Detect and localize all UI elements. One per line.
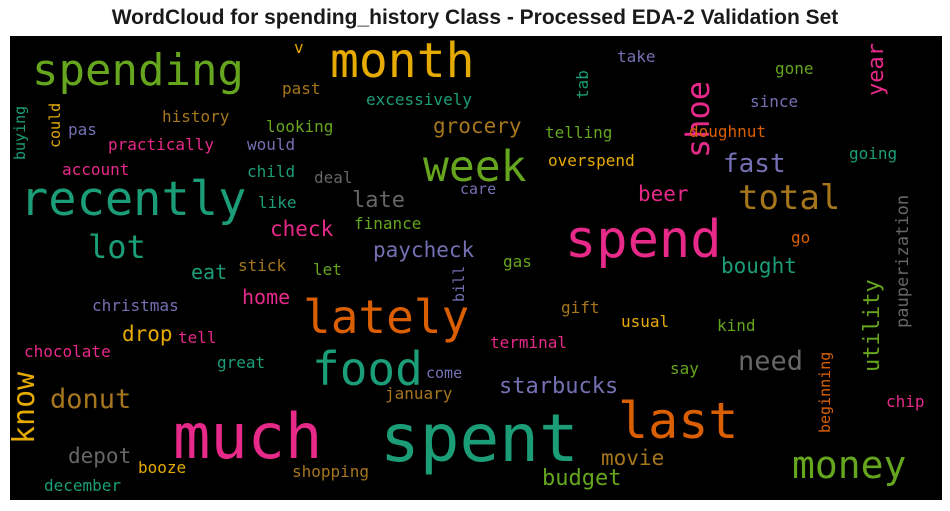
word-month: month [330, 36, 475, 89]
word-telling: telling [545, 123, 613, 142]
word-total: total [738, 178, 841, 218]
word-booze: booze [138, 458, 187, 477]
word-check: check [270, 217, 334, 241]
word-christmas: christmas [92, 296, 179, 315]
word-spending: spending [32, 45, 244, 96]
word-v: v [294, 38, 304, 57]
word-tab: tab [573, 70, 592, 99]
word-bill: bill [450, 265, 468, 302]
word-say: say [670, 359, 699, 378]
word-spend: spend [565, 210, 722, 270]
word-like: like [258, 193, 297, 212]
word-donut: donut [50, 384, 132, 415]
word-since: since [750, 92, 799, 111]
word-shoe: shoe [679, 80, 717, 158]
word-looking: looking [266, 117, 334, 136]
word-beginning: beginning [816, 351, 834, 433]
word-take: take [617, 47, 656, 66]
word-last: last [618, 392, 739, 450]
word-depot: depot [68, 444, 132, 468]
word-could: could [46, 102, 64, 148]
word-much: much [173, 400, 323, 473]
word-week: week [423, 142, 527, 192]
word-lately: lately [303, 290, 470, 344]
word-need: need [738, 346, 804, 377]
word-cloud: much spent spend month spending recently… [10, 36, 942, 500]
word-overspend: overspend [548, 151, 635, 170]
word-gift: gift [561, 298, 600, 317]
word-grocery: grocery [433, 114, 522, 138]
word-paycheck: paycheck [373, 238, 475, 262]
word-money: money [792, 443, 907, 487]
word-year: year [864, 43, 889, 96]
word-excessively: excessively [366, 90, 472, 109]
word-account: account [62, 160, 130, 179]
word-go: go [791, 228, 811, 247]
word-lot: lot [88, 228, 146, 266]
word-recently: recently [20, 172, 247, 227]
word-gas: gas [503, 252, 532, 271]
word-finance: finance [354, 214, 422, 233]
word-food: food [312, 342, 423, 396]
word-late: late [352, 188, 405, 213]
word-eat: eat [191, 260, 228, 284]
word-history: history [162, 107, 230, 126]
word-january: january [385, 384, 453, 403]
word-stick: stick [238, 256, 287, 275]
word-kind: kind [717, 316, 756, 335]
word-come: come [426, 364, 463, 382]
word-drop: drop [122, 322, 173, 346]
word-usual: usual [621, 312, 670, 331]
word-chocolate: chocolate [24, 342, 111, 361]
word-spent: spent [380, 400, 579, 477]
word-fast: fast [723, 149, 786, 179]
word-december: december [44, 476, 122, 495]
word-practically: practically [108, 135, 214, 154]
word-going: going [849, 144, 898, 163]
chart-title: WordCloud for spending_history Class - P… [111, 6, 839, 29]
word-chip: chip [886, 392, 925, 411]
word-budget: budget [542, 466, 622, 491]
word-shopping: shopping [292, 462, 370, 481]
word-great: great [217, 353, 266, 372]
word-pas: pas [68, 120, 97, 139]
word-utility: utility [860, 279, 885, 372]
word-know: know [10, 371, 42, 444]
word-child: child [247, 162, 296, 181]
word-past: past [282, 79, 321, 98]
word-movie: movie [601, 446, 665, 470]
word-terminal: terminal [490, 333, 568, 352]
word-starbucks: starbucks [499, 374, 619, 399]
word-pauperization: pauperization [893, 194, 913, 328]
word-deal: deal [314, 168, 353, 187]
word-gone: gone [775, 59, 814, 78]
word-home: home [242, 285, 291, 309]
word-care: care [460, 180, 497, 198]
word-bought: bought [721, 254, 797, 278]
word-doughnut: doughnut [689, 122, 767, 141]
word-would: would [247, 135, 296, 154]
word-buying: buying [11, 105, 29, 160]
word-tell: tell [178, 328, 217, 347]
word-beer: beer [638, 182, 689, 206]
word-let: let [313, 260, 342, 279]
